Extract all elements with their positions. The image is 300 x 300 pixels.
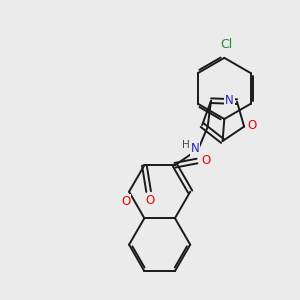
Text: O: O	[247, 119, 256, 132]
Text: N: N	[225, 94, 234, 107]
Text: Cl: Cl	[221, 38, 233, 51]
Text: H: H	[182, 140, 189, 150]
Text: O: O	[121, 195, 130, 208]
Text: O: O	[146, 194, 155, 207]
Text: O: O	[201, 154, 210, 167]
Text: N: N	[190, 142, 199, 155]
